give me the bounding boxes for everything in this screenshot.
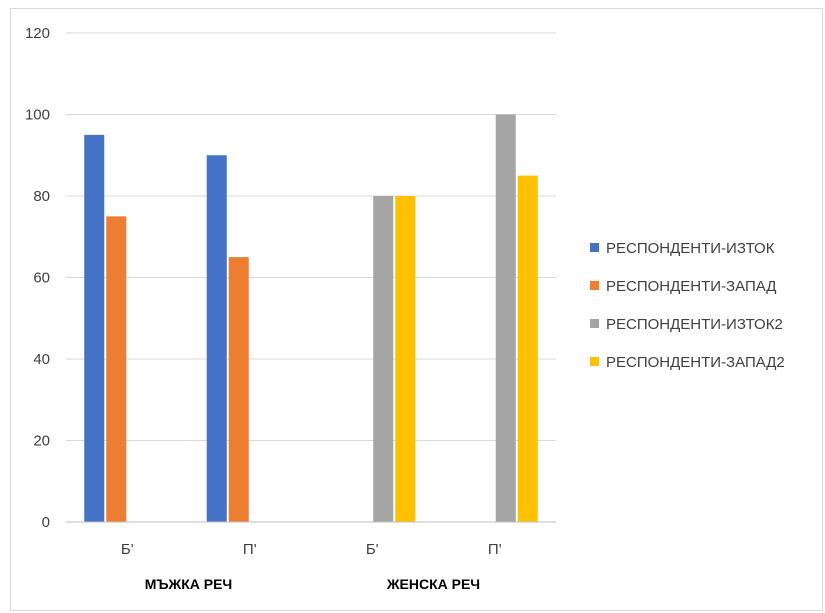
- x-category-label: Б': [366, 541, 379, 558]
- bar-3-4: [495, 114, 516, 522]
- y-tick-label: 100: [25, 107, 50, 124]
- legend: РЕСПОНДЕНТИ-ИЗТОК РЕСПОНДЕНТИ-ЗАПАД РЕСПОН…: [590, 240, 785, 371]
- y-tick-label: 120: [25, 25, 50, 42]
- y-tick-label: 40: [33, 351, 50, 368]
- bar-1-1: [84, 134, 105, 522]
- bars: [84, 114, 538, 522]
- legend-label: РЕСПОНДЕНТИ-ИЗТОК2: [606, 316, 783, 333]
- bar-3-3: [373, 196, 394, 522]
- legend-label: РЕСПОНДЕНТИ-ЗАПАД2: [606, 354, 785, 371]
- bar-2-1: [106, 216, 127, 522]
- legend-label: РЕСПОНДЕНТИ-ИЗТОК: [606, 240, 775, 257]
- y-tick-label: 0: [42, 514, 50, 531]
- x-axis-categories: Б' П' Б' П': [121, 541, 502, 558]
- bar-2-2: [228, 257, 249, 522]
- legend-swatch: [590, 243, 599, 252]
- legend-swatch: [590, 319, 599, 328]
- y-axis-ticks: 0 20 40 60 80 100 120: [25, 25, 50, 531]
- y-tick-label: 60: [33, 270, 50, 287]
- x-group-label: ЖЕНСКА РЕЧ: [386, 576, 480, 592]
- x-group-label: МЪЖКА РЕЧ: [145, 576, 233, 592]
- y-tick-label: 20: [33, 433, 50, 450]
- bar-4-3: [395, 196, 416, 522]
- gridlines: [66, 32, 556, 441]
- x-category-label: П': [243, 541, 257, 558]
- chart-frame: [10, 8, 823, 611]
- bar-1-2: [206, 155, 227, 522]
- x-category-label: П': [488, 541, 502, 558]
- x-category-label: Б': [121, 541, 134, 558]
- legend-swatch: [590, 281, 599, 290]
- x-axis-groups: МЪЖКА РЕЧ ЖЕНСКА РЕЧ: [145, 576, 480, 592]
- bar-4-4: [517, 175, 538, 522]
- legend-label: РЕСПОНДЕНТИ-ЗАПАД: [606, 278, 776, 295]
- y-tick-label: 80: [33, 188, 50, 205]
- legend-swatch: [590, 357, 599, 366]
